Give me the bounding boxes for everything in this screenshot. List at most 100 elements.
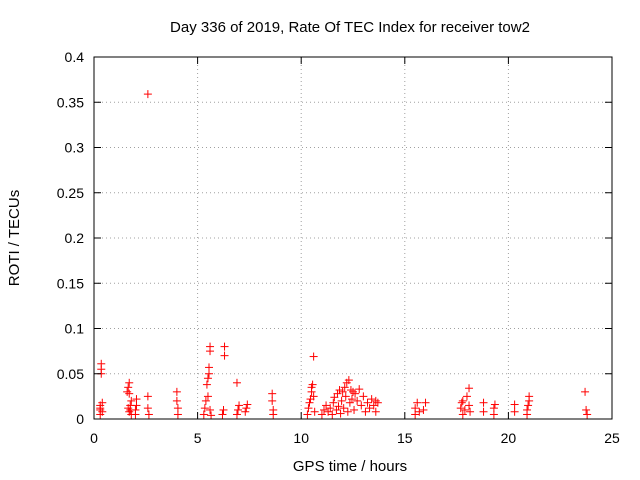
x-tick-label: 25 xyxy=(604,430,620,446)
data-point xyxy=(413,398,422,407)
data-point xyxy=(460,405,469,414)
data-point xyxy=(131,405,140,414)
data-point xyxy=(268,396,277,405)
data-point xyxy=(367,395,376,404)
data-point xyxy=(479,398,488,407)
data-point xyxy=(202,380,211,389)
data-point xyxy=(583,410,592,419)
data-point xyxy=(462,392,471,401)
x-tick-label: 10 xyxy=(293,430,309,446)
grid-lines xyxy=(94,57,612,419)
tick-labels: 0 5 10 15 20 25 0 0.05 0.1 0.15 0.2 0.25 0.3 0.35 0.4 xyxy=(57,49,620,446)
data-point xyxy=(415,407,424,416)
data-point xyxy=(357,401,366,410)
data-point xyxy=(124,383,133,392)
data-point xyxy=(206,405,215,414)
data-point xyxy=(465,384,474,393)
data-point xyxy=(329,398,338,407)
data-point xyxy=(421,398,430,407)
data-point xyxy=(234,405,243,414)
data-point xyxy=(373,398,382,407)
data-point xyxy=(269,410,278,419)
data-point xyxy=(143,404,152,413)
data-points xyxy=(96,90,592,420)
data-point xyxy=(510,407,519,416)
data-point xyxy=(304,404,313,413)
data-point xyxy=(334,402,343,411)
data-point xyxy=(303,410,312,419)
x-tick-label: 20 xyxy=(501,430,517,446)
data-point xyxy=(201,396,210,405)
y-tick-label: 0 xyxy=(76,411,84,427)
x-tick-label: 15 xyxy=(397,430,413,446)
y-tick-label: 0.05 xyxy=(57,366,84,382)
data-point xyxy=(98,407,107,416)
data-point xyxy=(219,405,228,414)
data-point xyxy=(322,401,331,410)
data-point xyxy=(199,410,208,419)
data-point xyxy=(143,90,152,99)
data-point xyxy=(338,387,347,396)
data-point xyxy=(361,407,370,416)
data-point xyxy=(523,405,532,414)
y-tick-label: 0.2 xyxy=(65,230,85,246)
data-point xyxy=(345,398,354,407)
data-point xyxy=(490,400,499,409)
data-point xyxy=(411,404,420,413)
data-point xyxy=(144,410,153,419)
data-point xyxy=(510,400,519,409)
data-point xyxy=(365,404,374,413)
data-point xyxy=(243,400,252,409)
data-point xyxy=(203,392,212,401)
data-point xyxy=(458,396,467,405)
data-point xyxy=(328,410,337,419)
data-point xyxy=(465,401,474,410)
data-point xyxy=(458,410,467,419)
data-point xyxy=(347,395,356,404)
data-point xyxy=(317,410,326,419)
data-point xyxy=(371,407,380,416)
y-tick-label: 0.15 xyxy=(57,275,84,291)
y-tick-label: 0.25 xyxy=(57,185,84,201)
data-point xyxy=(204,363,213,372)
data-point xyxy=(309,392,318,401)
data-point xyxy=(489,404,498,413)
data-point xyxy=(207,411,216,420)
data-point xyxy=(339,404,348,413)
data-point xyxy=(466,407,475,416)
data-point xyxy=(173,410,182,419)
x-tick-label: 5 xyxy=(194,430,202,446)
data-point xyxy=(309,352,318,361)
data-point xyxy=(337,396,346,405)
data-point xyxy=(241,407,250,416)
data-point xyxy=(220,351,229,360)
data-point xyxy=(97,359,106,368)
data-point xyxy=(582,405,591,414)
data-point xyxy=(123,387,132,396)
data-point xyxy=(206,342,215,351)
data-point xyxy=(343,407,352,416)
data-point xyxy=(319,405,328,414)
data-point xyxy=(172,387,181,396)
y-tick-label: 0.3 xyxy=(65,140,85,156)
data-point xyxy=(336,409,345,418)
data-point xyxy=(350,405,359,414)
data-point xyxy=(332,405,341,414)
data-point xyxy=(351,389,360,398)
data-point xyxy=(341,392,350,401)
data-point xyxy=(125,378,134,387)
data-point xyxy=(340,383,349,392)
data-point xyxy=(232,410,241,419)
data-point xyxy=(355,385,364,394)
y-tick-label: 0.35 xyxy=(57,94,84,110)
data-point xyxy=(132,395,141,404)
data-point xyxy=(218,410,227,419)
data-point xyxy=(127,396,136,405)
data-point xyxy=(419,405,428,414)
data-point xyxy=(346,386,355,395)
data-point xyxy=(525,392,534,401)
data-point xyxy=(369,401,378,410)
data-point xyxy=(242,404,251,413)
chart-title: Day 336 of 2019, Rate Of TEC Index for r… xyxy=(170,19,530,36)
